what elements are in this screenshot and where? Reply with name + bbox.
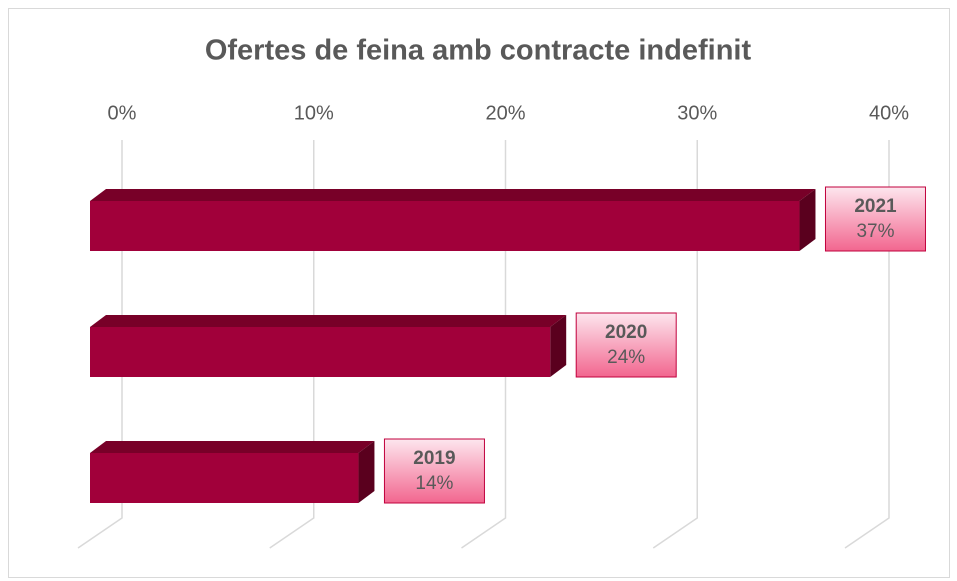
bar-side xyxy=(358,441,375,503)
grid-line xyxy=(652,140,698,549)
grid-line xyxy=(269,140,315,549)
data-label-box xyxy=(575,312,677,378)
grid-line xyxy=(844,140,890,549)
data-label-category: 2020 xyxy=(605,322,647,343)
x-tick-label: 20% xyxy=(485,102,525,124)
data-label-category: 2021 xyxy=(854,196,897,217)
bar xyxy=(90,201,800,251)
x-tick-label: 0% xyxy=(108,102,137,124)
data-label-box xyxy=(824,186,926,252)
bar-top xyxy=(90,441,375,453)
x-tick-label: 40% xyxy=(869,102,909,124)
x-tick-label: 10% xyxy=(294,102,334,124)
data-label-value: 24% xyxy=(607,347,645,368)
data-label-box xyxy=(383,438,485,504)
grid-line xyxy=(77,140,123,549)
grid-line xyxy=(461,140,507,549)
bar xyxy=(90,327,551,377)
bar xyxy=(90,453,359,503)
x-tick-label: 30% xyxy=(677,102,717,124)
bar-side xyxy=(550,315,567,377)
bar-top xyxy=(90,315,567,327)
bar-side xyxy=(799,189,816,251)
data-label-value: 37% xyxy=(856,221,894,242)
bar-top xyxy=(90,189,816,201)
data-label-value: 14% xyxy=(415,473,453,494)
chart-title: Ofertes de feina amb contracte indefinit xyxy=(205,35,752,67)
data-label-category: 2019 xyxy=(413,448,455,469)
